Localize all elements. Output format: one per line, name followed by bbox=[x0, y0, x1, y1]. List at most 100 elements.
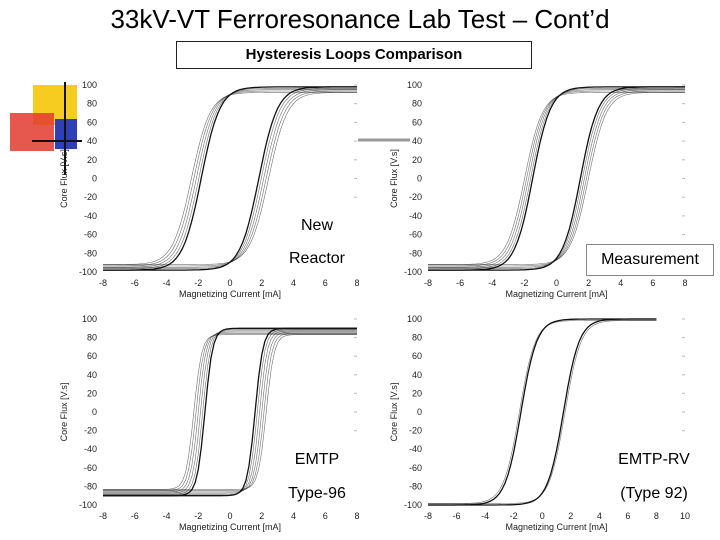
loop-ascending-branch bbox=[103, 89, 357, 268]
y-tick-label: 0 bbox=[417, 407, 422, 417]
y-tick-label: -80 bbox=[409, 248, 422, 258]
x-tick-label: 0 bbox=[540, 511, 545, 521]
x-tick-label: 4 bbox=[618, 278, 623, 288]
x-axis-label: Magnetizing Current [mA] bbox=[179, 289, 281, 299]
y-tick-label: -20 bbox=[84, 192, 97, 202]
y-tick-label: -100 bbox=[79, 267, 97, 277]
slide-title: 33kV-VT Ferroresonance Lab Test – Cont’d bbox=[110, 4, 610, 34]
chart-subtitle: Hysteresis Loops Comparison bbox=[176, 41, 532, 69]
loop-ascending-branch bbox=[428, 318, 657, 506]
loop-descending-branch bbox=[103, 86, 357, 271]
y-tick-label: -60 bbox=[409, 463, 422, 473]
y-tick-label: 40 bbox=[87, 370, 97, 380]
x-tick-label: 2 bbox=[259, 278, 264, 288]
y-tick-label: -40 bbox=[84, 211, 97, 221]
y-tick-label: -60 bbox=[84, 463, 97, 473]
y-axis-label: Core Flux [V.s] bbox=[389, 149, 399, 208]
loop-descending-branch bbox=[428, 89, 685, 268]
y-tick-label: -20 bbox=[84, 426, 97, 436]
x-tick-label: 0 bbox=[227, 278, 232, 288]
x-tick-label: 2 bbox=[259, 511, 264, 521]
loop-ascending-branch bbox=[428, 90, 685, 267]
label-emtp-rv: EMTP-RV bbox=[596, 446, 712, 476]
y-tick-label: 20 bbox=[412, 155, 422, 165]
y-tick-label: 80 bbox=[87, 333, 97, 343]
loop-ascending-branch bbox=[428, 92, 685, 265]
y-tick-label: -60 bbox=[84, 230, 97, 240]
x-tick-label: 8 bbox=[682, 278, 687, 288]
loop-descending-branch bbox=[103, 334, 357, 490]
y-tick-label: -100 bbox=[404, 267, 422, 277]
label-emtp: EMTP bbox=[268, 446, 366, 476]
loop-ascending-branch bbox=[428, 89, 685, 268]
loop-descending-branch bbox=[103, 331, 357, 493]
y-tick-label: -40 bbox=[409, 211, 422, 221]
y-tick-label: 20 bbox=[412, 388, 422, 398]
x-tick-label: 8 bbox=[354, 278, 359, 288]
x-tick-label: -4 bbox=[481, 511, 489, 521]
label-type96: Type-96 bbox=[268, 480, 366, 510]
loop-ascending-branch bbox=[428, 320, 657, 504]
x-tick-label: -2 bbox=[194, 511, 202, 521]
loop-descending-branch bbox=[103, 87, 357, 269]
x-tick-label: 4 bbox=[291, 511, 296, 521]
y-tick-label: -80 bbox=[84, 248, 97, 258]
label-new: New bbox=[268, 214, 366, 240]
x-tick-label: 6 bbox=[625, 511, 630, 521]
y-tick-label: 100 bbox=[82, 314, 97, 324]
loop-descending-branch bbox=[428, 90, 685, 267]
x-tick-label: -6 bbox=[131, 511, 139, 521]
loop-descending-branch bbox=[428, 86, 685, 271]
y-tick-label: -60 bbox=[409, 230, 422, 240]
y-tick-label: -20 bbox=[409, 426, 422, 436]
loop-ascending-branch bbox=[103, 86, 357, 271]
x-tick-label: 4 bbox=[597, 511, 602, 521]
y-tick-label: 40 bbox=[412, 136, 422, 146]
y-tick-label: 20 bbox=[87, 388, 97, 398]
loop-descending-branch bbox=[428, 318, 657, 506]
x-tick-label: -6 bbox=[131, 278, 139, 288]
y-tick-label: 80 bbox=[87, 99, 97, 109]
y-tick-label: 100 bbox=[82, 80, 97, 90]
y-tick-label: -40 bbox=[84, 444, 97, 454]
x-tick-label: 10 bbox=[680, 511, 690, 521]
label-reactor: Reactor bbox=[268, 246, 366, 274]
y-tick-label: 100 bbox=[407, 314, 422, 324]
loop-ascending-branch bbox=[103, 90, 357, 267]
y-tick-label: 40 bbox=[87, 136, 97, 146]
x-axis-label: Magnetizing Current [mA] bbox=[505, 289, 607, 299]
label-type92: (Type 92) bbox=[596, 480, 712, 510]
x-tick-label: -4 bbox=[162, 511, 170, 521]
y-tick-label: -40 bbox=[409, 444, 422, 454]
x-axis-label: Magnetizing Current [mA] bbox=[505, 522, 607, 532]
y-tick-label: 0 bbox=[92, 407, 97, 417]
x-tick-label: 2 bbox=[586, 278, 591, 288]
loop-descending-branch bbox=[103, 330, 357, 494]
x-tick-label: 8 bbox=[354, 511, 359, 521]
y-tick-label: 0 bbox=[92, 174, 97, 184]
loop-descending-branch bbox=[428, 92, 685, 265]
y-tick-label: 100 bbox=[407, 80, 422, 90]
x-tick-label: 6 bbox=[323, 511, 328, 521]
x-tick-label: -2 bbox=[510, 511, 518, 521]
loop-ascending-branch bbox=[103, 88, 357, 270]
x-tick-label: -6 bbox=[453, 511, 461, 521]
x-tick-label: -8 bbox=[99, 511, 107, 521]
x-tick-label: 4 bbox=[291, 278, 296, 288]
loop-descending-branch bbox=[103, 327, 357, 497]
label-measurement: Measurement bbox=[586, 244, 714, 276]
x-tick-label: 8 bbox=[654, 511, 659, 521]
y-axis-label: Core Flux [V.s] bbox=[59, 149, 69, 208]
loop-ascending-branch bbox=[103, 92, 357, 265]
loop-ascending-branch bbox=[428, 87, 685, 270]
y-tick-label: -100 bbox=[404, 500, 422, 510]
y-tick-label: 80 bbox=[412, 99, 422, 109]
x-tick-label: -6 bbox=[456, 278, 464, 288]
y-tick-label: 60 bbox=[412, 117, 422, 127]
x-tick-label: -2 bbox=[194, 278, 202, 288]
y-tick-label: 60 bbox=[412, 351, 422, 361]
